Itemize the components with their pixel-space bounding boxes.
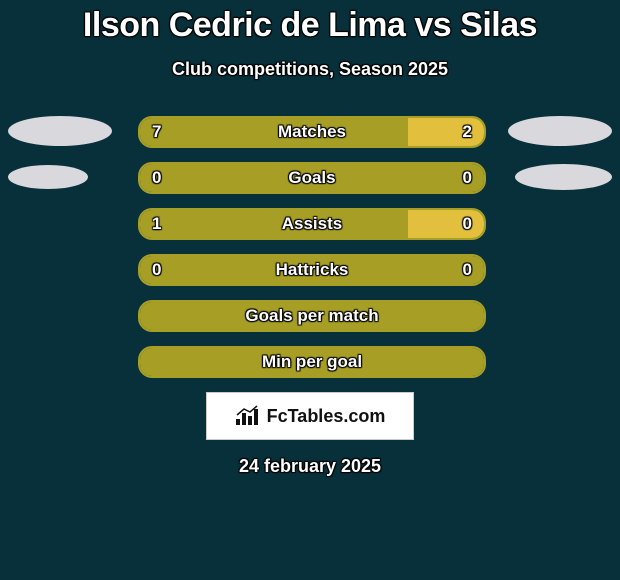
stat-bar: Hattricks0 0 [138, 254, 486, 286]
player1-oval [8, 165, 88, 189]
stat-row: Min per goal [0, 346, 620, 376]
player1-value: 1 [152, 210, 161, 238]
comparison-card: Ilson Cedric de Lima vs Silas Club compe… [0, 0, 620, 580]
stat-label: Goals [140, 164, 484, 192]
bar-chart-icon [235, 405, 261, 427]
stat-label: Matches [140, 118, 484, 146]
stat-row: Assists1 0 [0, 208, 620, 238]
player1-oval [8, 116, 112, 146]
player2-value: 0 [463, 210, 472, 238]
badge-text: FcTables.com [267, 406, 386, 427]
stat-label: Goals per match [140, 302, 484, 330]
player2-oval [515, 164, 612, 190]
player2-oval [508, 116, 612, 146]
date-label: 24 february 2025 [0, 456, 620, 477]
stat-label: Hattricks [140, 256, 484, 284]
stat-row: Matches7 2 [0, 116, 620, 146]
stat-label: Assists [140, 210, 484, 238]
stat-bar: Min per goal [138, 346, 486, 378]
stat-label: Min per goal [140, 348, 484, 376]
stat-bar: Goals0 0 [138, 162, 486, 194]
page-title: Ilson Cedric de Lima vs Silas [0, 0, 620, 45]
player1-value: 0 [152, 256, 161, 284]
player2-value: 0 [463, 164, 472, 192]
stat-bar: Assists1 0 [138, 208, 486, 240]
stat-row: Goals0 0 [0, 162, 620, 192]
stat-bar: Goals per match [138, 300, 486, 332]
stat-bar: Matches7 2 [138, 116, 486, 148]
stat-rows: Matches72Goals00Assists10Hattricks00Goal… [0, 116, 620, 376]
player2-value: 2 [463, 118, 472, 146]
stat-row: Hattricks0 0 [0, 254, 620, 284]
subtitle: Club competitions, Season 2025 [0, 59, 620, 80]
fctables-badge[interactable]: FcTables.com [206, 392, 414, 440]
player1-value: 7 [152, 118, 161, 146]
player1-value: 0 [152, 164, 161, 192]
stat-row: Goals per match [0, 300, 620, 330]
player2-value: 0 [463, 256, 472, 284]
